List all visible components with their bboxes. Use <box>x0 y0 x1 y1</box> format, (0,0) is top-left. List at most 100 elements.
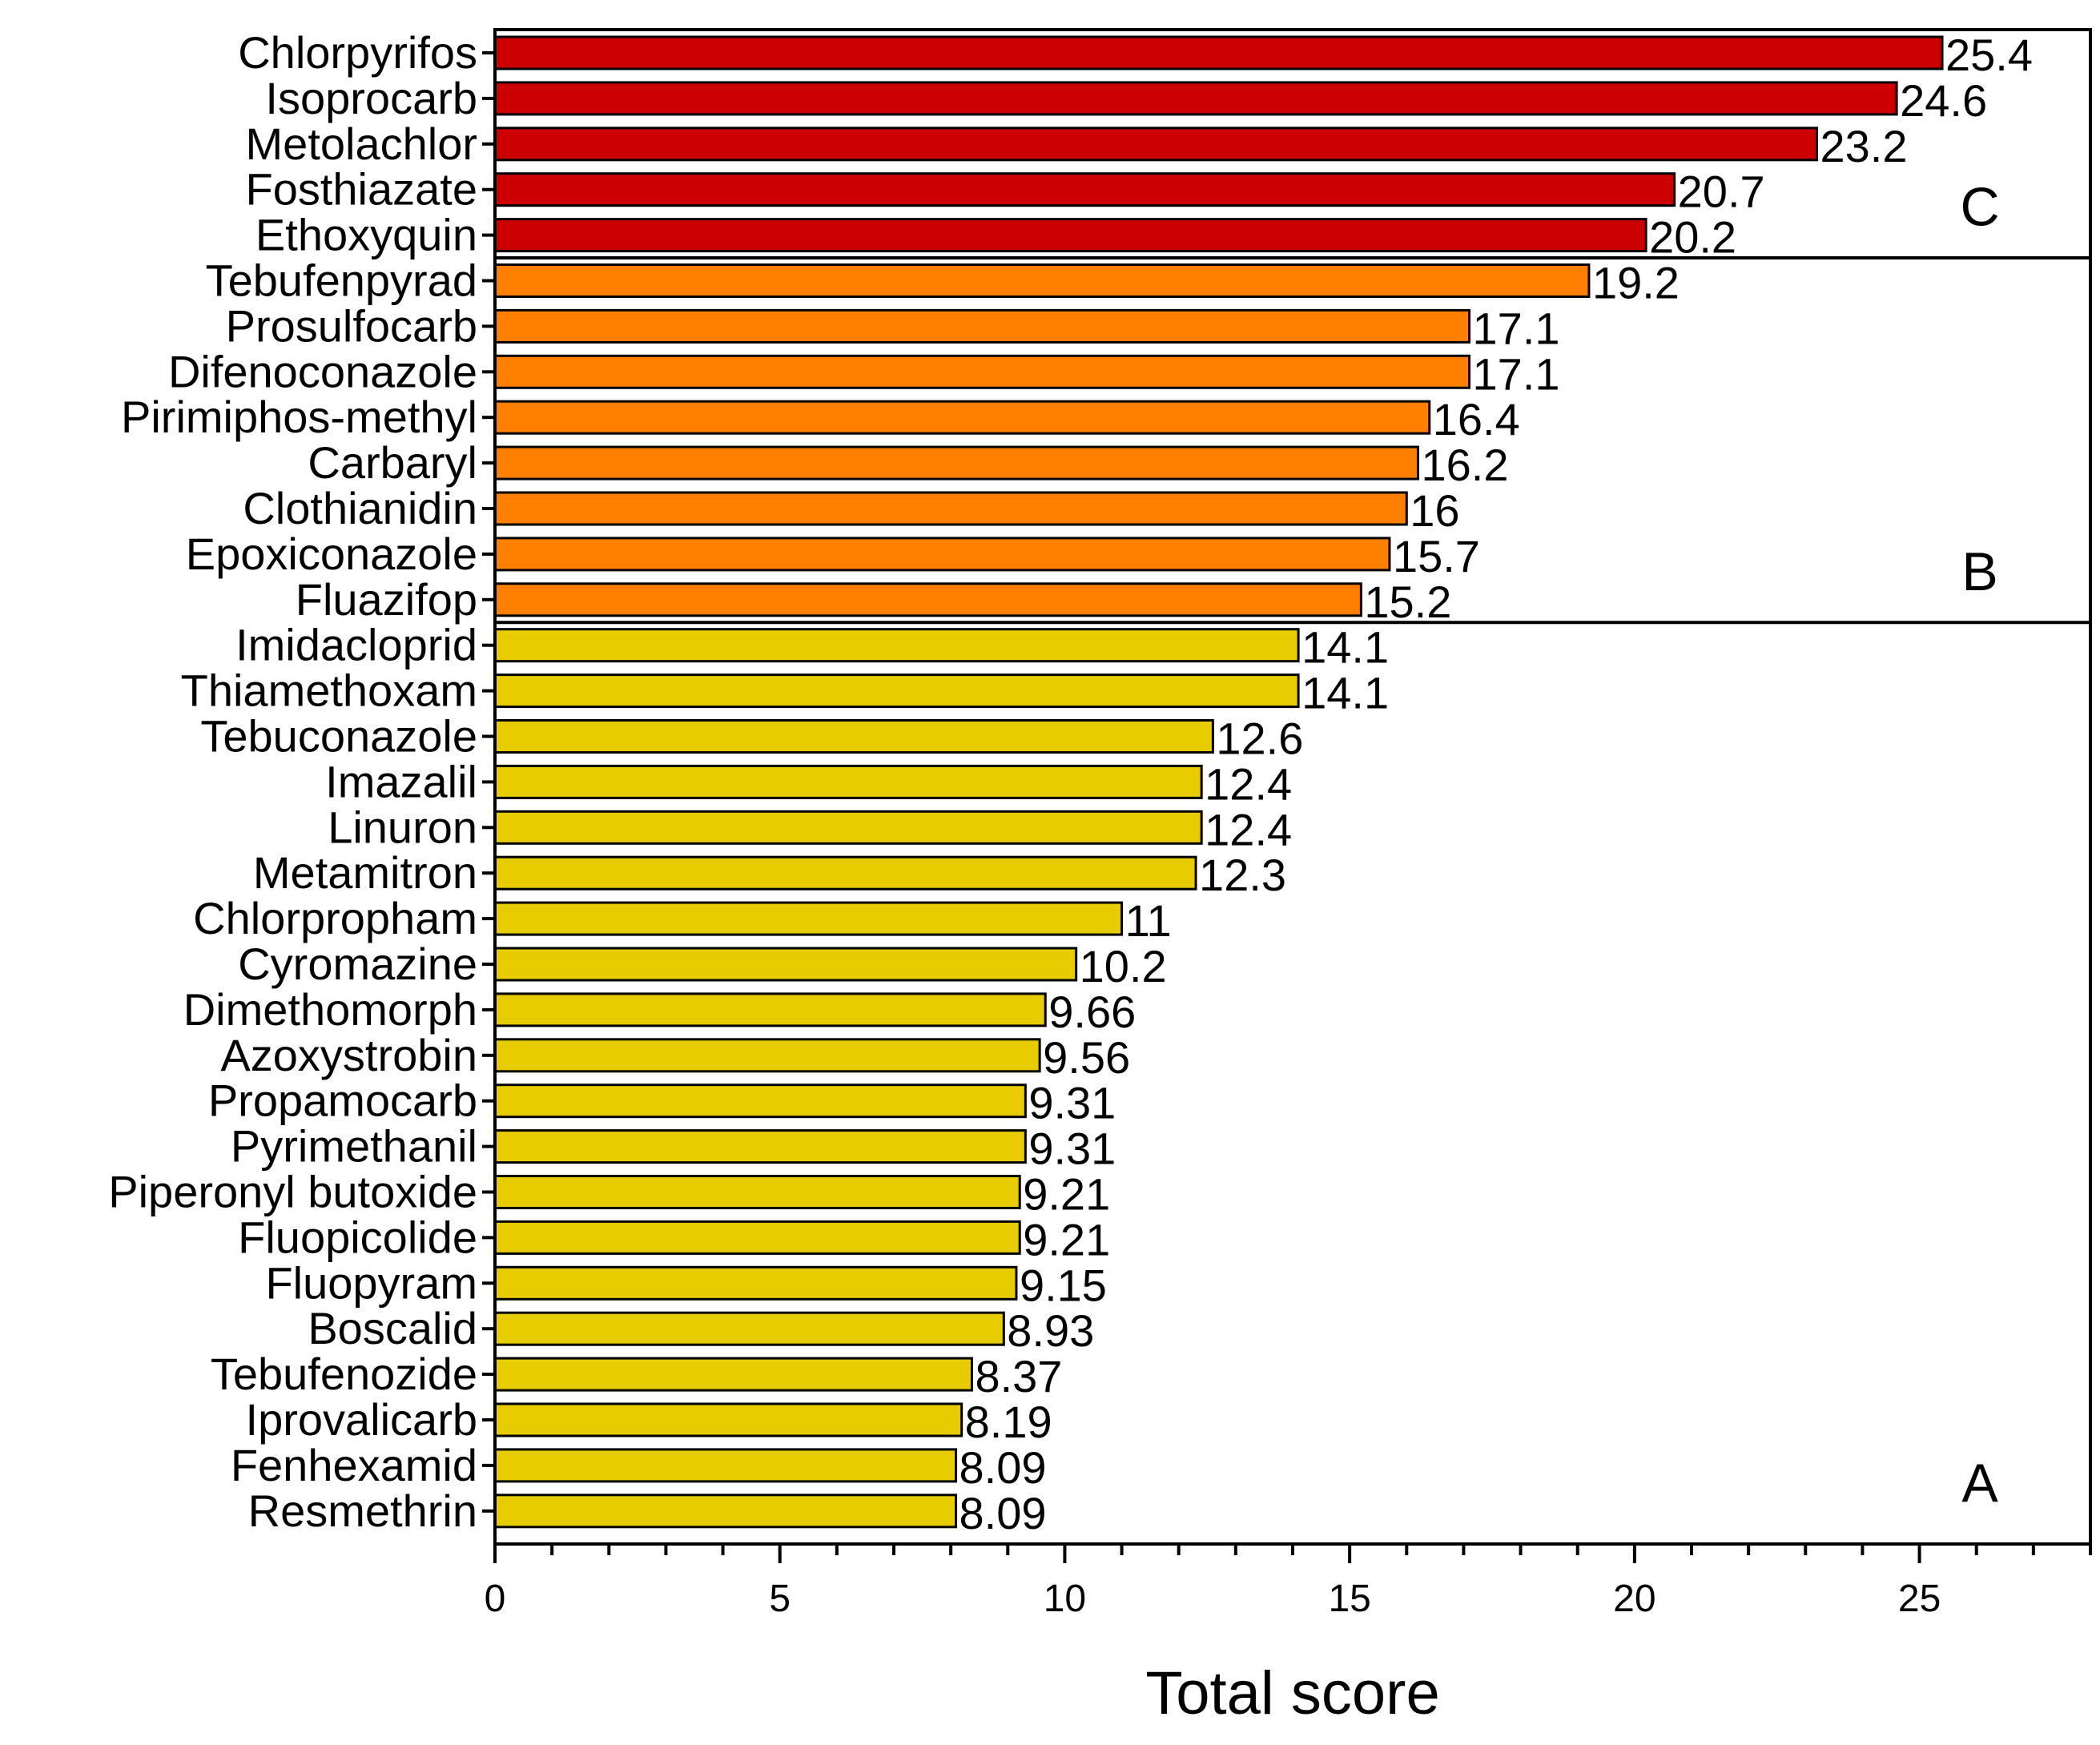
category-label: Tebuconazole <box>200 711 477 762</box>
bar <box>493 673 1300 709</box>
category-label: Fenhexamid <box>231 1440 477 1490</box>
category-label: Fluopyram <box>265 1257 477 1308</box>
category-label: Chlorpyrifos <box>238 27 477 78</box>
group-label: B <box>1961 541 1997 602</box>
bar <box>493 1129 1027 1164</box>
value-label: 11 <box>1125 895 1172 946</box>
category-label: Metolachlor <box>246 119 477 169</box>
bar <box>493 537 1391 572</box>
value-label: 20.7 <box>1678 167 1765 217</box>
category-label: Resmethrin <box>248 1486 477 1536</box>
category-label: Iprovalicarb <box>246 1394 477 1445</box>
bar <box>493 172 1676 207</box>
value-label: 15.2 <box>1364 577 1451 627</box>
category-label: Dimethomorph <box>183 984 477 1035</box>
category-label: Piperonyl butoxide <box>108 1167 477 1217</box>
bar <box>493 1357 973 1392</box>
y-axis-ticks <box>482 51 495 1513</box>
value-label: 9.31 <box>1028 1124 1116 1174</box>
bar <box>493 947 1078 982</box>
value-label: 8.09 <box>959 1442 1047 1493</box>
bar <box>493 901 1124 936</box>
labels-layer: Chlorpyrifos 25.4 Isoprocarb 24.6 Metolachlo… <box>108 27 2033 1538</box>
category-label: Prosulfocarb <box>226 300 477 351</box>
value-label: 12.4 <box>1205 804 1292 854</box>
value-label: 16.4 <box>1433 394 1520 444</box>
bar <box>493 354 1471 389</box>
bar <box>493 1402 964 1437</box>
category-label: Thiamethoxam <box>181 665 477 716</box>
category-label: Boscalid <box>308 1303 477 1353</box>
bar <box>493 628 1300 663</box>
value-label: 12.6 <box>1216 714 1303 764</box>
value-label: 8.09 <box>959 1488 1047 1538</box>
x-tick-label: 15 <box>1328 1578 1370 1620</box>
value-label: 9.56 <box>1043 1032 1130 1083</box>
bar <box>493 764 1203 799</box>
category-label: Pyrimethanil <box>231 1121 477 1172</box>
group-label: C <box>1960 177 1999 238</box>
category-label: Linuron <box>328 802 477 852</box>
bar <box>493 1265 1018 1301</box>
category-label: Cyromazine <box>238 939 477 989</box>
x-axis-ticks: 0 5 10 15 20 25 <box>485 1544 2092 1620</box>
bar <box>493 855 1197 891</box>
group-label: A <box>1961 1453 1998 1514</box>
group-labels: C B A <box>1960 177 1999 1514</box>
bar <box>493 1084 1027 1119</box>
bar <box>493 1038 1041 1073</box>
value-label: 17.1 <box>1473 303 1560 353</box>
value-label: 14.1 <box>1301 622 1389 673</box>
bar <box>493 1448 958 1483</box>
bar <box>493 81 1898 116</box>
bar <box>493 992 1047 1027</box>
group-dividers <box>495 256 2090 625</box>
category-label: Metamitron <box>253 847 477 898</box>
bar <box>493 1311 1005 1346</box>
bar <box>493 127 1819 162</box>
category-label: Epoxiconazole <box>186 529 477 579</box>
value-label: 24.6 <box>1900 75 1987 126</box>
value-label: 8.37 <box>975 1351 1062 1401</box>
bar <box>493 308 1471 344</box>
bar <box>493 719 1214 754</box>
value-label: 20.2 <box>1649 212 1736 263</box>
bar <box>493 1494 958 1529</box>
value-label: 9.21 <box>1023 1214 1110 1265</box>
value-label: 23.2 <box>1820 121 1908 171</box>
category-label: Chlorpropham <box>193 893 477 943</box>
bar <box>493 810 1203 845</box>
category-label: Tebufenpyrad <box>206 255 477 306</box>
value-label: 10.2 <box>1080 941 1167 991</box>
value-label: 9.31 <box>1028 1078 1116 1128</box>
value-label: 15.7 <box>1393 531 1480 581</box>
value-label: 12.3 <box>1199 850 1286 900</box>
category-label: Ethoxyquin <box>255 210 477 260</box>
x-axis-title: Total score <box>1145 1659 1440 1727</box>
value-label: 8.93 <box>1007 1305 1094 1356</box>
value-label: 16 <box>1410 485 1459 536</box>
x-tick-label: 5 <box>769 1578 791 1620</box>
value-label: 16.2 <box>1422 440 1509 490</box>
category-label: Pirimiphos-methyl <box>121 392 477 442</box>
bar <box>493 263 1591 298</box>
x-tick-label: 25 <box>1898 1578 1941 1620</box>
category-label: Propamocarb <box>208 1076 477 1126</box>
value-label: 25.4 <box>1945 30 2033 80</box>
bar <box>493 491 1408 526</box>
value-label: 9.21 <box>1023 1169 1110 1220</box>
category-label: Imazalil <box>325 756 477 806</box>
value-label: 17.1 <box>1473 348 1560 399</box>
category-label: Azoxystrobin <box>220 1030 477 1080</box>
category-label: Carbaryl <box>308 437 477 488</box>
category-label: Fosthiazate <box>246 164 478 215</box>
value-label: 8.19 <box>965 1397 1052 1447</box>
category-label: Isoprocarb <box>265 73 477 123</box>
value-label: 12.4 <box>1205 758 1292 809</box>
category-label: Tebufenozide <box>211 1349 477 1399</box>
category-label: Fluazifop <box>296 574 477 625</box>
bar <box>493 582 1362 617</box>
bars-layer <box>493 35 1944 1529</box>
bar <box>493 400 1431 435</box>
x-tick-label: 10 <box>1044 1578 1086 1620</box>
